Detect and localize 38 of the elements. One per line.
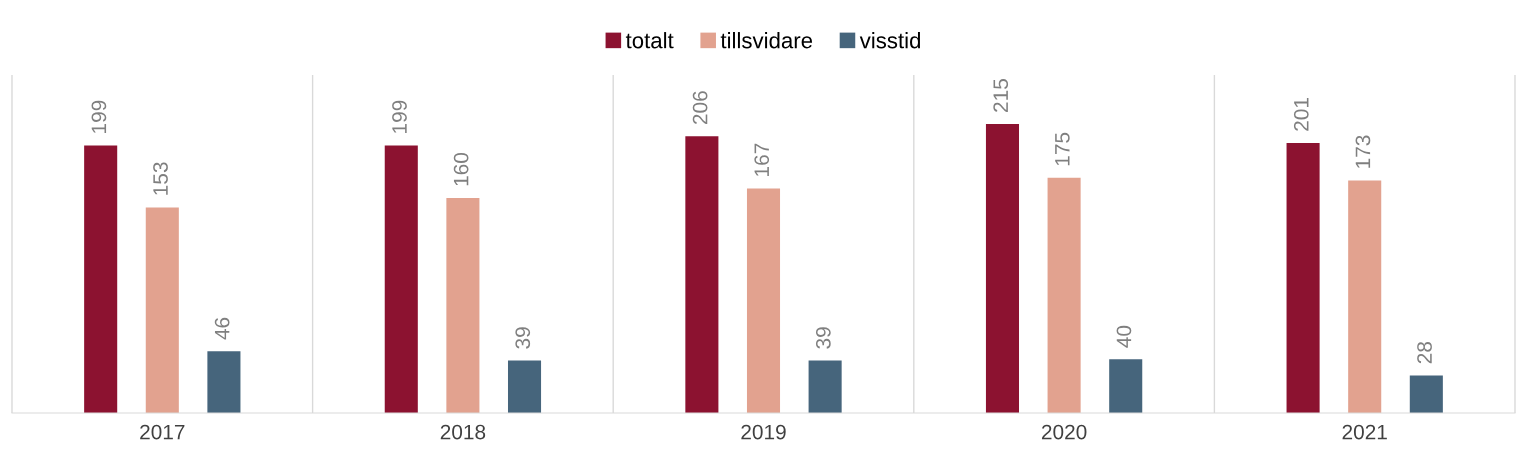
x-tick-label: 2020: [1041, 424, 1087, 440]
bar: [685, 136, 719, 413]
bar: [1409, 375, 1443, 413]
data-label: 160: [453, 152, 469, 186]
bar: [1109, 359, 1143, 413]
bar: [145, 207, 179, 413]
bar: [1286, 142, 1320, 413]
data-label: 153: [153, 162, 168, 195]
x-tick-label: 2019: [741, 424, 786, 440]
data-label: 40: [1116, 325, 1132, 348]
data-label: 28: [1417, 342, 1432, 364]
legend-label: totalt: [625, 32, 674, 49]
x-tick-label: 2018: [440, 424, 486, 440]
data-label: 215: [993, 79, 1009, 112]
data-label: 199: [91, 100, 107, 133]
legend-label: visstid: [859, 32, 920, 49]
x-tick-label: 2017: [140, 424, 185, 440]
data-label: 201: [1293, 98, 1309, 131]
bar: [1348, 180, 1382, 413]
legend-label: tillsvidare: [720, 32, 813, 49]
x-tick-label: 2021: [1342, 424, 1387, 440]
data-label: 199: [392, 100, 407, 133]
data-label: 39: [515, 327, 531, 349]
data-label: 206: [692, 91, 708, 125]
bar: [1047, 177, 1081, 413]
data-label: 167: [754, 143, 770, 176]
bar: [985, 124, 1020, 413]
bar: [746, 188, 781, 413]
bar: [207, 351, 241, 413]
data-label: 39: [815, 327, 831, 349]
bar: [808, 360, 842, 413]
bar: [446, 198, 480, 413]
bar: [84, 145, 118, 413]
data-label: 46: [214, 317, 230, 340]
data-label: 175: [1055, 132, 1070, 166]
data-label: 173: [1355, 135, 1371, 168]
bar: [507, 360, 542, 413]
bar: [384, 145, 418, 413]
